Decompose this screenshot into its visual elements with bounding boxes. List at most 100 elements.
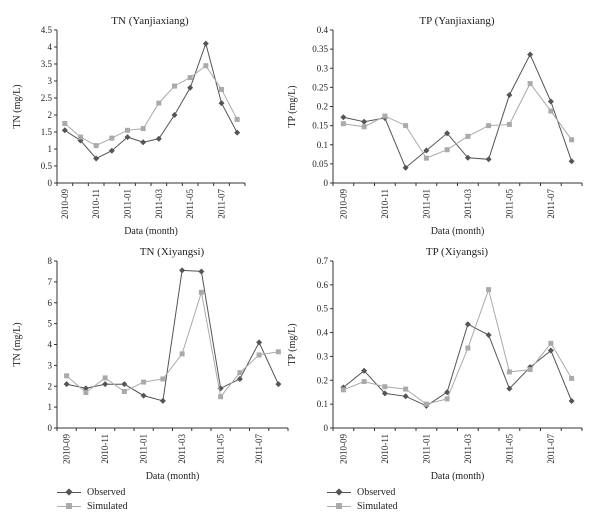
x-tick-label: 2011-07	[546, 189, 556, 219]
simulated-point	[444, 396, 450, 402]
simulated-point	[121, 388, 127, 394]
y-tick-label: 0.5	[317, 304, 329, 314]
y-tick-label: 0.1	[317, 399, 328, 409]
simulated-point	[160, 376, 166, 382]
simulated-point	[237, 370, 243, 376]
legend-entry-observed: Observed	[57, 485, 128, 499]
y-tick-label: 0.3	[317, 351, 329, 361]
observed-point	[402, 393, 409, 400]
observed-point	[361, 118, 368, 125]
simulated-point	[548, 108, 554, 114]
simulated-series-line	[66, 292, 279, 398]
x-tick-label: 2011-07	[217, 189, 227, 219]
observed-point	[568, 158, 575, 165]
x-tick-label: 2010-09	[62, 434, 72, 464]
simulated-point	[172, 83, 177, 89]
simulated-point	[256, 352, 262, 358]
x-tick-label: 2011-05	[504, 434, 514, 464]
y-tick-label: 3.5	[41, 59, 53, 69]
y-tick-label: 4.5	[41, 25, 53, 35]
simulated-point	[234, 116, 240, 122]
simulated-point	[275, 349, 281, 355]
legend-entry-simulated: Simulated	[57, 499, 128, 513]
observed-point	[423, 147, 430, 154]
y-tick-label: 4	[48, 340, 53, 350]
observed-series-line	[343, 323, 573, 407]
chart-title: TN (Xiyangsi)	[140, 246, 205, 258]
y-tick-label: 2	[48, 110, 53, 120]
observed-point	[124, 134, 131, 141]
simulated-point	[486, 287, 492, 293]
x-tick-label: 2011-01	[421, 434, 431, 464]
observed-point	[63, 381, 70, 388]
observed-point	[82, 385, 89, 392]
simulated-point	[465, 345, 471, 351]
y-tick-label: 0.2	[317, 102, 328, 112]
y-axis-label: TP (mg/L)	[287, 85, 298, 127]
y-tick-label: 6	[48, 298, 53, 308]
simulated-point	[444, 147, 450, 153]
simulated-point	[78, 134, 83, 140]
x-tick-label: 2010-09	[60, 189, 70, 219]
observed-point	[93, 155, 100, 162]
y-tick-label: 4	[48, 42, 53, 52]
observed-point	[361, 367, 368, 374]
y-tick-label: 0.6	[317, 280, 329, 290]
y-tick-label: 0	[324, 423, 329, 433]
x-tick-label: 2011-01	[123, 189, 133, 219]
chart-title: TP (Xiyangsi)	[426, 246, 489, 258]
simulated-point	[403, 386, 409, 392]
legend-entry-simulated: Simulated	[327, 499, 398, 513]
y-tick-label: 0.4	[317, 25, 329, 35]
y-tick-label: 8	[48, 256, 53, 266]
simulated-point	[141, 379, 147, 385]
simulated-point	[179, 351, 185, 357]
simulated-point	[187, 75, 193, 81]
x-tick-label: 2010-09	[338, 189, 348, 219]
y-tick-label: 0.3	[317, 63, 329, 73]
observed-point	[402, 164, 409, 171]
x-axis-label: Data (month)	[431, 226, 485, 237]
simulated-point	[218, 394, 224, 400]
observed-point	[155, 135, 162, 142]
x-tick-label: 2011-05	[504, 189, 514, 219]
x-axis-label: Data (month)	[124, 226, 178, 237]
simulated-point	[423, 401, 429, 407]
observed-series-line	[64, 41, 238, 160]
chart-title: TP (Yanjiaxiang)	[419, 15, 495, 27]
y-tick-label: 0.25	[312, 82, 328, 92]
y-tick-label: 2.5	[41, 93, 53, 103]
chart-2: TP (Yanjiaxiang) 0 0.05 0.1 0.15 0.2 0.25 0.3 0.…	[287, 15, 583, 237]
observed-point	[464, 321, 471, 328]
simulated-swatch	[57, 501, 81, 511]
observed-point	[61, 127, 68, 134]
simulated-point	[140, 126, 146, 132]
legend-right: Observed Simulated	[327, 485, 398, 513]
y-tick-label: 0.05	[312, 159, 328, 169]
observed-point	[198, 268, 205, 275]
legend-label-observed: Observed	[87, 486, 126, 498]
observed-point	[108, 147, 115, 154]
simulated-point	[486, 123, 492, 129]
observed-point	[506, 92, 513, 99]
observed-point	[179, 267, 186, 274]
x-tick-label: 2011-03	[154, 189, 164, 219]
legend-label-simulated: Simulated	[357, 500, 398, 512]
simulated-point	[340, 121, 346, 127]
simulated-point	[423, 155, 429, 161]
simulated-point	[548, 340, 554, 346]
observed-point	[547, 98, 554, 105]
simulated-point	[64, 373, 70, 379]
simulated-point	[361, 124, 367, 130]
y-axis-label: TN (mg/L)	[12, 84, 23, 128]
observed-point	[568, 398, 575, 405]
observed-point	[547, 347, 554, 354]
observed-point	[234, 129, 241, 136]
chart-1: TN (Yanjiaxiang) 0 0.5 1 1.5 2 2.5 3 3.5 4 4.5 2010…	[12, 15, 246, 237]
observed-point	[340, 114, 347, 121]
observed-point	[202, 40, 209, 47]
observed-series-line	[66, 269, 279, 402]
x-tick-label: 2011-07	[546, 434, 556, 464]
y-tick-label: 1.5	[41, 127, 53, 137]
